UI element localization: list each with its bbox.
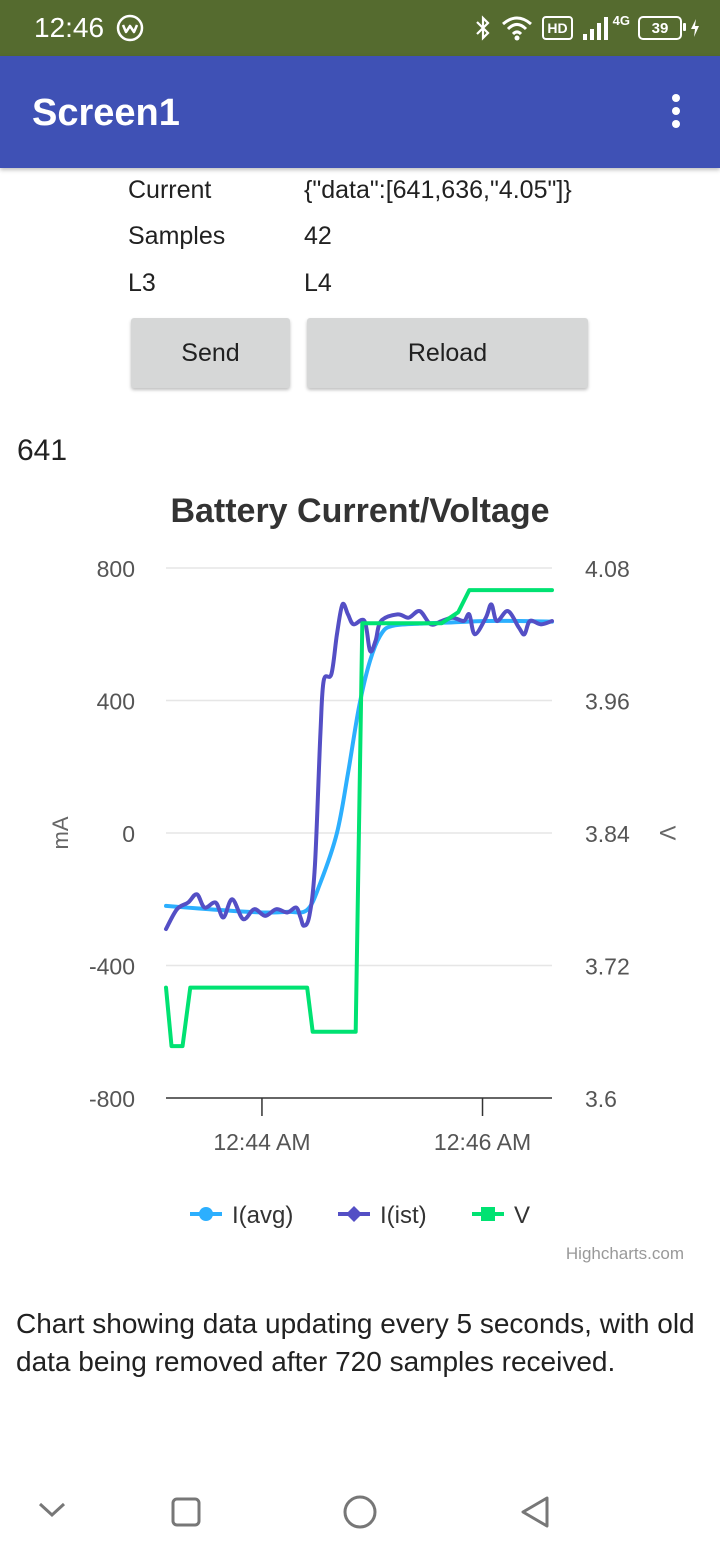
- y-right-tick-label: 3.6: [585, 1086, 617, 1112]
- series-line-iavg: [164, 618, 554, 915]
- navigation-bar: [0, 1460, 720, 1560]
- samples-value: 42: [304, 222, 332, 250]
- y-left-tick-label: 400: [97, 689, 135, 715]
- app-bar: Screen1: [0, 56, 720, 168]
- charging-icon: [691, 19, 699, 37]
- nav-home-icon[interactable]: [342, 1494, 378, 1530]
- reload-button[interactable]: Reload: [307, 318, 588, 388]
- x-tick-label: 12:46 AM: [434, 1129, 531, 1155]
- chart-container: Battery Current/Voltage 800 4.08 400 3.96 0 3.…: [0, 470, 720, 1280]
- chart-description: Chart showing data updating every 5 seco…: [16, 1308, 695, 1377]
- y-right-axis-title: V: [655, 826, 680, 841]
- legend-item-label: V: [514, 1202, 530, 1229]
- legend-item-label: I(avg): [232, 1202, 293, 1229]
- app-notification-icon: [116, 14, 144, 42]
- nav-down-icon[interactable]: [36, 1498, 68, 1522]
- y-left-axis-title: mA: [48, 816, 73, 849]
- legend-marker-diamond: [346, 1206, 362, 1222]
- status-bar: 12:46 HD 4G 39: [0, 0, 720, 56]
- nav-back-icon[interactable]: [518, 1494, 552, 1530]
- overflow-menu-icon[interactable]: [664, 94, 688, 134]
- battery-icon: 39: [638, 16, 686, 40]
- y-left-tick-label: 0: [122, 821, 135, 847]
- hd-badge: HD: [542, 16, 573, 40]
- y-left-tick-label: -400: [89, 954, 135, 980]
- y-right-tick-label: 3.96: [585, 689, 630, 715]
- battery-chart: Battery Current/Voltage 800 4.08 400 3.96 0 3.…: [48, 492, 680, 1229]
- current-value: {"data":[641,636,"4.05"]}: [304, 176, 572, 204]
- status-time: 12:46: [34, 12, 105, 43]
- battery-level: 39: [651, 19, 669, 37]
- l4-label: L4: [304, 269, 332, 297]
- series-line-v: [164, 588, 554, 1049]
- current-label: Current: [128, 176, 212, 204]
- nav-recents-icon[interactable]: [170, 1496, 202, 1528]
- network-type-label: 4G: [612, 12, 630, 28]
- y-left-tick-label: 800: [97, 556, 135, 582]
- series-line-iist: [164, 601, 554, 932]
- legend-marker-square: [481, 1207, 495, 1221]
- bluetooth-icon: [476, 15, 490, 41]
- wifi-icon: [502, 16, 533, 41]
- signal-icon: [582, 17, 608, 40]
- y-right-tick-label: 3.72: [585, 954, 630, 980]
- legend-item-label: I(ist): [380, 1202, 427, 1229]
- y-right-tick-label: 3.84: [585, 821, 630, 847]
- chart-title: Battery Current/Voltage: [170, 492, 549, 530]
- samples-label: Samples: [128, 222, 226, 250]
- y-left-tick-label: -800: [89, 1086, 135, 1112]
- highcharts-credits[interactable]: Highcharts.com: [565, 1244, 684, 1263]
- status-icons: HD 4G 39: [474, 10, 700, 46]
- x-tick-label: 12:44 AM: [213, 1129, 310, 1155]
- app-title: Screen1: [32, 92, 180, 134]
- legend-marker-circle: [199, 1207, 213, 1221]
- current-reading: 641: [17, 434, 68, 467]
- send-button[interactable]: Send: [131, 318, 290, 388]
- y-right-tick-label: 4.08: [585, 556, 630, 582]
- l3-label: L3: [128, 269, 156, 297]
